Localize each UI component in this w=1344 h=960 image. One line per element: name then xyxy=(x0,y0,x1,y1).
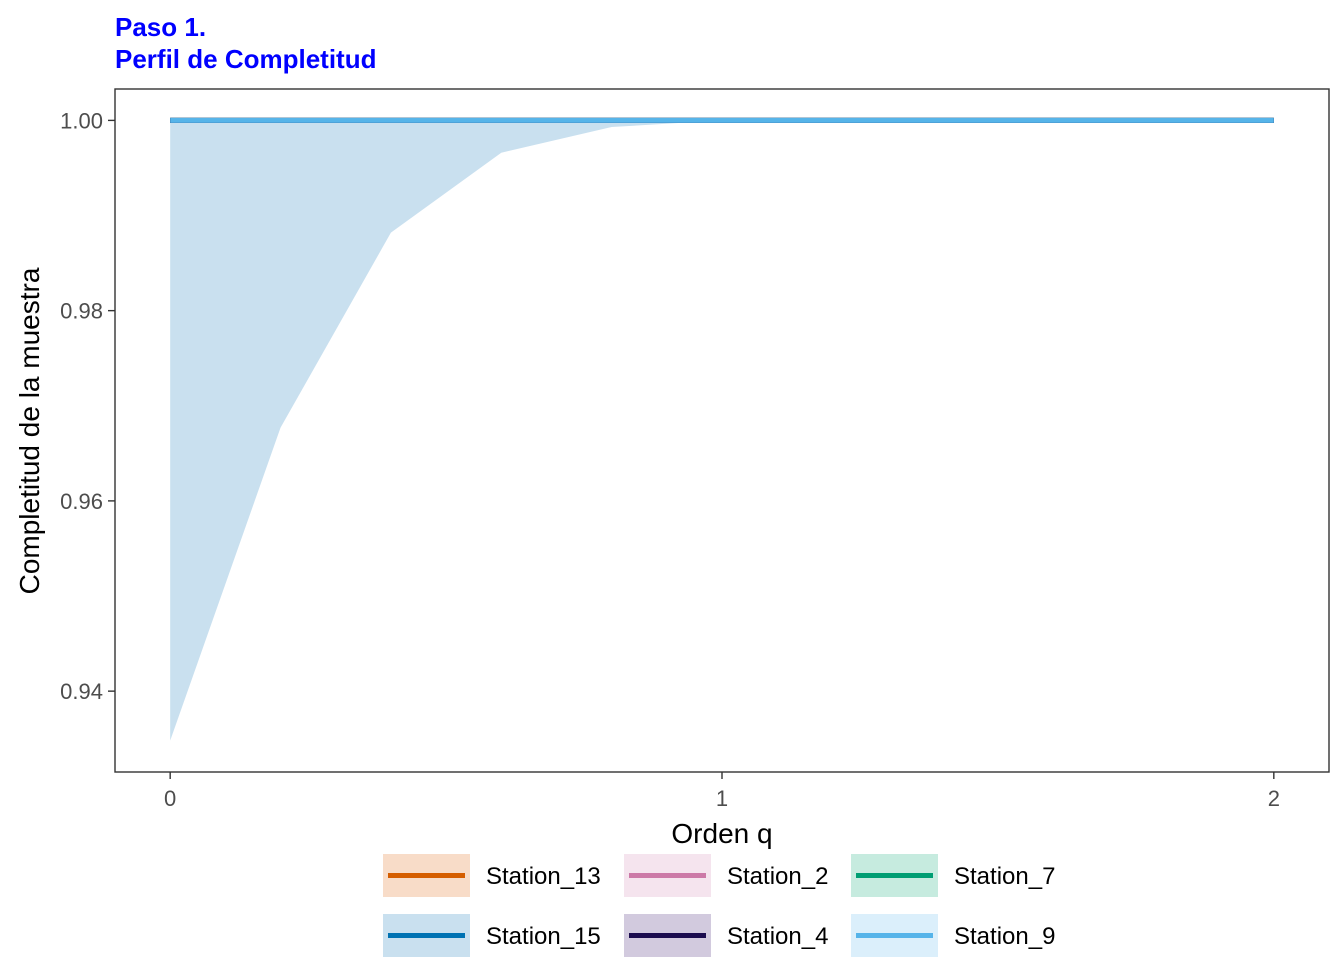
legend: Station_13 Station_2 Station_7 Station_15 St… xyxy=(383,854,1055,957)
legend-item-station-9: Station_9 xyxy=(851,914,1055,957)
y-tick-label: 1.00 xyxy=(60,108,103,133)
legend-label: Station_13 xyxy=(486,863,601,890)
y-tick-label: 0.98 xyxy=(60,299,103,324)
x-tick-label: 0 xyxy=(164,786,176,811)
legend-item-station-4: Station_4 xyxy=(624,914,828,957)
x-tick-label: 2 xyxy=(1268,786,1280,811)
chart-title-line-2: Perfil de Completitud xyxy=(115,44,377,74)
confidence-ribbons xyxy=(170,120,1274,741)
legend-label: Station_9 xyxy=(954,923,1055,950)
legend-item-station-7: Station_7 xyxy=(851,854,1055,897)
legend-item-station-15: Station_15 xyxy=(383,914,601,957)
legend-label: Station_4 xyxy=(727,923,828,950)
legend-label: Station_7 xyxy=(954,863,1055,890)
axes: 0 1 2 0.94 0.96 0.98 1.00 xyxy=(60,108,1280,811)
y-tick-label: 0.94 xyxy=(60,679,103,704)
x-axis-title: Orden q xyxy=(671,818,772,849)
legend-label: Station_15 xyxy=(486,923,601,950)
chart-title-line-1: Paso 1. xyxy=(115,12,207,42)
legend-label: Station_2 xyxy=(727,863,828,890)
x-tick-label: 1 xyxy=(716,786,728,811)
y-axis-title: Completitud de la muestra xyxy=(14,267,45,594)
y-tick-label: 0.96 xyxy=(60,489,103,514)
legend-item-station-13: Station_13 xyxy=(383,854,601,897)
ribbon-station-15 xyxy=(170,120,1274,741)
legend-item-station-2: Station_2 xyxy=(624,854,828,897)
